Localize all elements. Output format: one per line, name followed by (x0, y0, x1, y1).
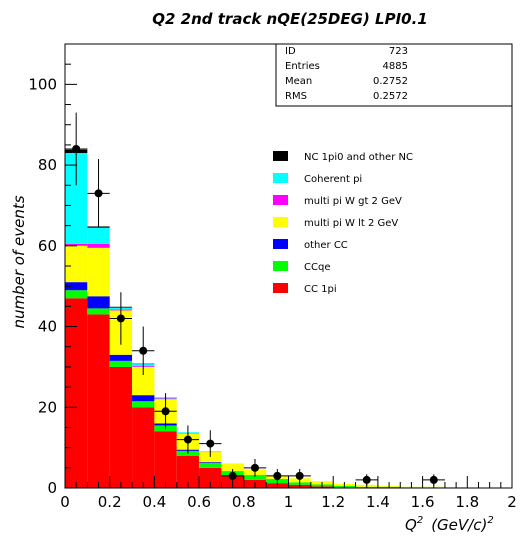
x-tick-label: 1.8 (455, 493, 479, 511)
stats-value: 4885 (383, 61, 408, 72)
bar-segment (132, 401, 154, 407)
legend-swatch (273, 283, 288, 293)
stats-label: Entries (285, 61, 320, 72)
bar-segment (110, 355, 132, 361)
legend-label: other CC (304, 240, 348, 251)
bar-segment (87, 308, 109, 314)
bar-segment (87, 314, 109, 488)
x-tick-label: 0.8 (232, 493, 256, 511)
stats-box: ID 723 Entries 4885 Mean 0.2752 RMS 0.2572 (276, 44, 512, 106)
x-tick-label: 0.2 (98, 493, 122, 511)
legend-label: CC 1pi (304, 284, 337, 295)
legend-label: multi pi W gt 2 GeV (304, 196, 402, 207)
x-axis-title-symbol-sup: 2 (417, 515, 423, 526)
legend-label: multi pi W lt 2 GeV (304, 218, 398, 229)
x-tick-label: 0 (60, 493, 70, 511)
x-axis-title-unit-sup: 2 (487, 515, 493, 526)
data-point (87, 159, 109, 228)
legend-label: CCqe (304, 262, 330, 273)
legend-swatch (273, 195, 288, 205)
legend-label: Coherent pi (304, 174, 362, 185)
x-tick-label: 1.2 (321, 493, 345, 511)
x-axis-title-symbol: Q (405, 516, 417, 534)
data-marker (184, 436, 192, 444)
legend: NC 1pi0 and other NC Coherent pi multi pi … (273, 151, 413, 295)
x-tick-label: 1 (284, 493, 294, 511)
stats-label: RMS (285, 91, 307, 102)
data-marker (117, 314, 125, 322)
stats-value: 723 (389, 46, 408, 57)
x-tick-label: 1.4 (366, 493, 390, 511)
legend-entry: Coherent pi (273, 173, 362, 185)
legend-swatch (273, 173, 288, 183)
legend-label: NC 1pi0 and other NC (304, 152, 413, 163)
x-tick-label: 2 (507, 493, 517, 511)
bar-segment (87, 296, 109, 308)
legend-entry: CC 1pi (273, 283, 337, 295)
legend-swatch (273, 239, 288, 249)
bar-segment (65, 246, 87, 282)
y-tick-label: 60 (38, 237, 57, 255)
data-marker (72, 145, 80, 153)
stats-label: Mean (285, 76, 312, 87)
legend-swatch (273, 217, 288, 227)
stats-value: 0.2572 (373, 91, 408, 102)
y-axis-title: number of events (10, 195, 28, 328)
x-tick-label: 0.6 (187, 493, 211, 511)
bar-segment (154, 431, 176, 488)
bar-segment (87, 244, 109, 248)
legend-entry: CCqe (273, 261, 330, 273)
chart-title: Q2 2nd track nQE(25DEG) LPI0.1 (152, 10, 427, 28)
stats-label: ID (285, 46, 296, 57)
data-marker (95, 189, 103, 197)
data-marker (251, 464, 259, 472)
bar-segment (110, 361, 132, 367)
x-tick-label: 1.6 (411, 493, 435, 511)
legend-entry: NC 1pi0 and other NC (273, 151, 413, 163)
data-marker (206, 440, 214, 448)
y-tick-label: 80 (38, 156, 57, 174)
data-marker (229, 472, 237, 480)
data-marker (162, 407, 170, 415)
bar-segment (110, 367, 132, 488)
bar-segment (132, 407, 154, 488)
x-axis-title: Q2(GeV/c)2 (405, 515, 494, 534)
y-tick-label: 40 (38, 318, 57, 336)
data-marker (139, 347, 147, 355)
bar-segment (199, 462, 221, 463)
bar-segment (199, 463, 221, 468)
data-marker (273, 472, 281, 480)
bar-segment (87, 248, 109, 296)
bar-segment (87, 228, 109, 244)
legend-entry: other CC (273, 239, 348, 251)
x-tick-label: 0.4 (142, 493, 166, 511)
stats-value: 0.2752 (373, 76, 408, 87)
legend-swatch (273, 261, 288, 271)
legend-swatch (273, 151, 288, 161)
y-tick-label: 20 (38, 398, 57, 416)
y-tick-label: 0 (47, 479, 57, 497)
data-marker (296, 472, 304, 480)
x-axis-title-unit: (GeV/c) (431, 516, 487, 534)
legend-entry: multi pi W lt 2 GeV (273, 217, 398, 229)
bar-segment (132, 395, 154, 401)
bar-segment (65, 290, 87, 298)
legend-entry: multi pi W gt 2 GeV (273, 195, 402, 207)
y-tick-label: 100 (28, 75, 57, 93)
